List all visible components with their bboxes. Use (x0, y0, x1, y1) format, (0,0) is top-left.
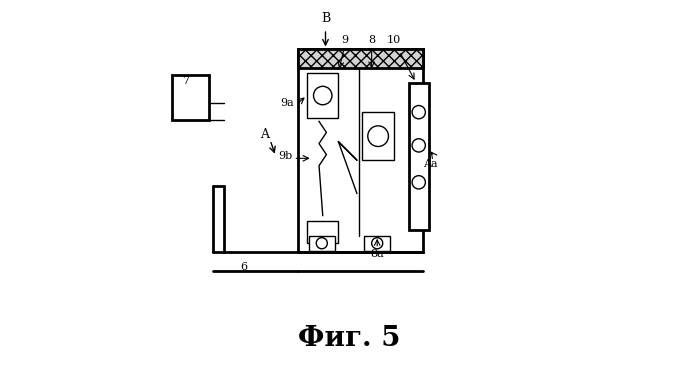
Bar (298, 49, 424, 253)
Text: B: B (321, 12, 330, 25)
Text: Фиг. 5: Фиг. 5 (298, 325, 401, 352)
Text: Aa: Aa (424, 159, 438, 169)
Bar (309, 236, 335, 251)
Text: A: A (260, 128, 269, 141)
Bar (362, 112, 394, 160)
Text: 9a: 9a (280, 98, 294, 108)
Bar (409, 83, 429, 230)
Text: 9: 9 (341, 35, 348, 45)
Text: 8a: 8a (370, 249, 384, 259)
Text: 6: 6 (240, 262, 248, 272)
Text: 7: 7 (182, 76, 189, 86)
Bar (364, 236, 390, 251)
Bar (298, 49, 424, 68)
Bar (307, 221, 338, 243)
Text: 9b: 9b (278, 151, 292, 161)
Text: 10: 10 (387, 35, 401, 45)
Bar (172, 75, 209, 119)
Text: 8: 8 (368, 35, 375, 45)
Bar (307, 73, 338, 118)
